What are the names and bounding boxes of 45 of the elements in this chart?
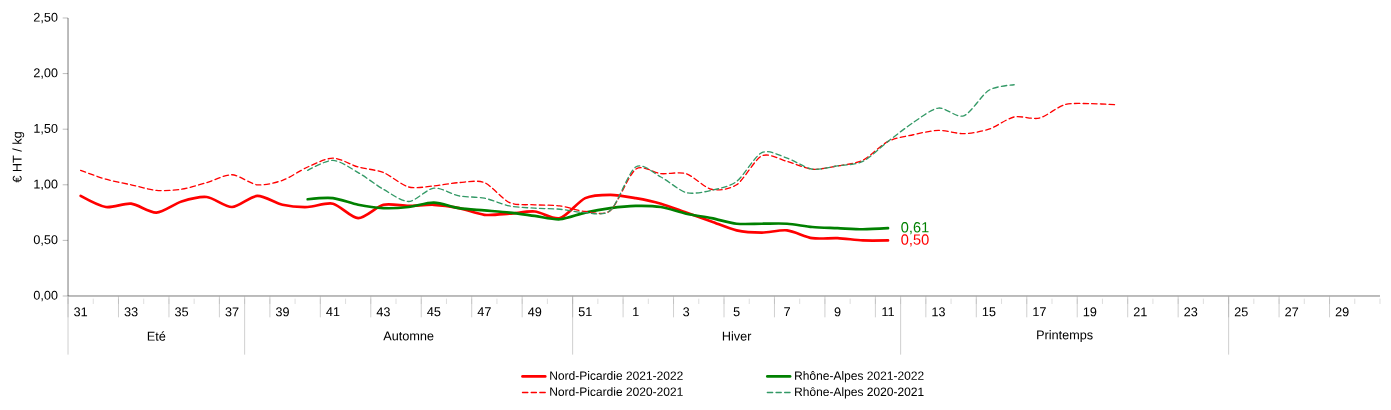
data-label: 0,61 [901, 222, 929, 235]
text: Automne [383, 331, 434, 341]
line-series [307, 84, 1015, 215]
x-tick-label: 25 [1234, 307, 1248, 317]
x-tick-label: 13 [932, 307, 945, 317]
x-tick-label: 7 [784, 307, 790, 317]
x-tick-label: 47 [477, 307, 491, 317]
x-tick-label: 31 [74, 307, 88, 317]
text: Hiver [722, 331, 752, 341]
x-tick-label: 37 [225, 307, 239, 317]
y-tick-label: 2,00 [33, 68, 58, 79]
x-tick-label: 33 [124, 307, 138, 317]
legend-label: Nord-Picardie 2020-2021 [550, 387, 683, 396]
x-tick-label: 41 [326, 307, 340, 317]
data-label: 0,50 [901, 234, 929, 247]
x-tick-label: 45 [427, 307, 441, 317]
x-tick-label: 23 [1184, 307, 1198, 317]
y-tick-label: 0,00 [33, 290, 58, 302]
y-tick-label: 0,50 [33, 235, 58, 246]
legend-label: Nord-Picardie 2021-2022 [550, 371, 683, 380]
x-tick-label: 51 [578, 307, 592, 317]
x-tick-label: 35 [175, 307, 189, 317]
x-tick-label: 1 [633, 307, 639, 317]
x-tick-label: 5 [733, 307, 740, 317]
y-tick-label: 1,00 [34, 179, 58, 191]
x-tick-label: 9 [834, 307, 841, 317]
x-tick-label: 3 [683, 307, 690, 317]
x-tick-label: 11 [882, 307, 894, 317]
x-tick-label: 43 [376, 307, 390, 317]
x-tick-label: 27 [1285, 307, 1299, 317]
text: Printemps [1037, 330, 1093, 342]
x-tick-label: 17 [1033, 307, 1046, 317]
y-axis-title: € HT / kg [12, 132, 25, 183]
y-tick-label: 2,50 [33, 12, 58, 24]
y-tick-label: 1,50 [34, 123, 58, 135]
legend-label: Rhône-Alpes 2021-2022 [795, 371, 924, 383]
text: Eté [147, 331, 166, 341]
legend-label: Rhône-Alpes 2020-2021 [795, 387, 924, 399]
x-tick-label: 15 [982, 307, 996, 317]
x-tick-label: 19 [1083, 307, 1097, 317]
x-tick-label: 49 [528, 307, 542, 317]
x-tick-label: 39 [275, 307, 289, 317]
x-tick-label: 21 [1133, 307, 1147, 317]
x-tick-label: 29 [1335, 307, 1349, 317]
line-series [306, 196, 890, 231]
